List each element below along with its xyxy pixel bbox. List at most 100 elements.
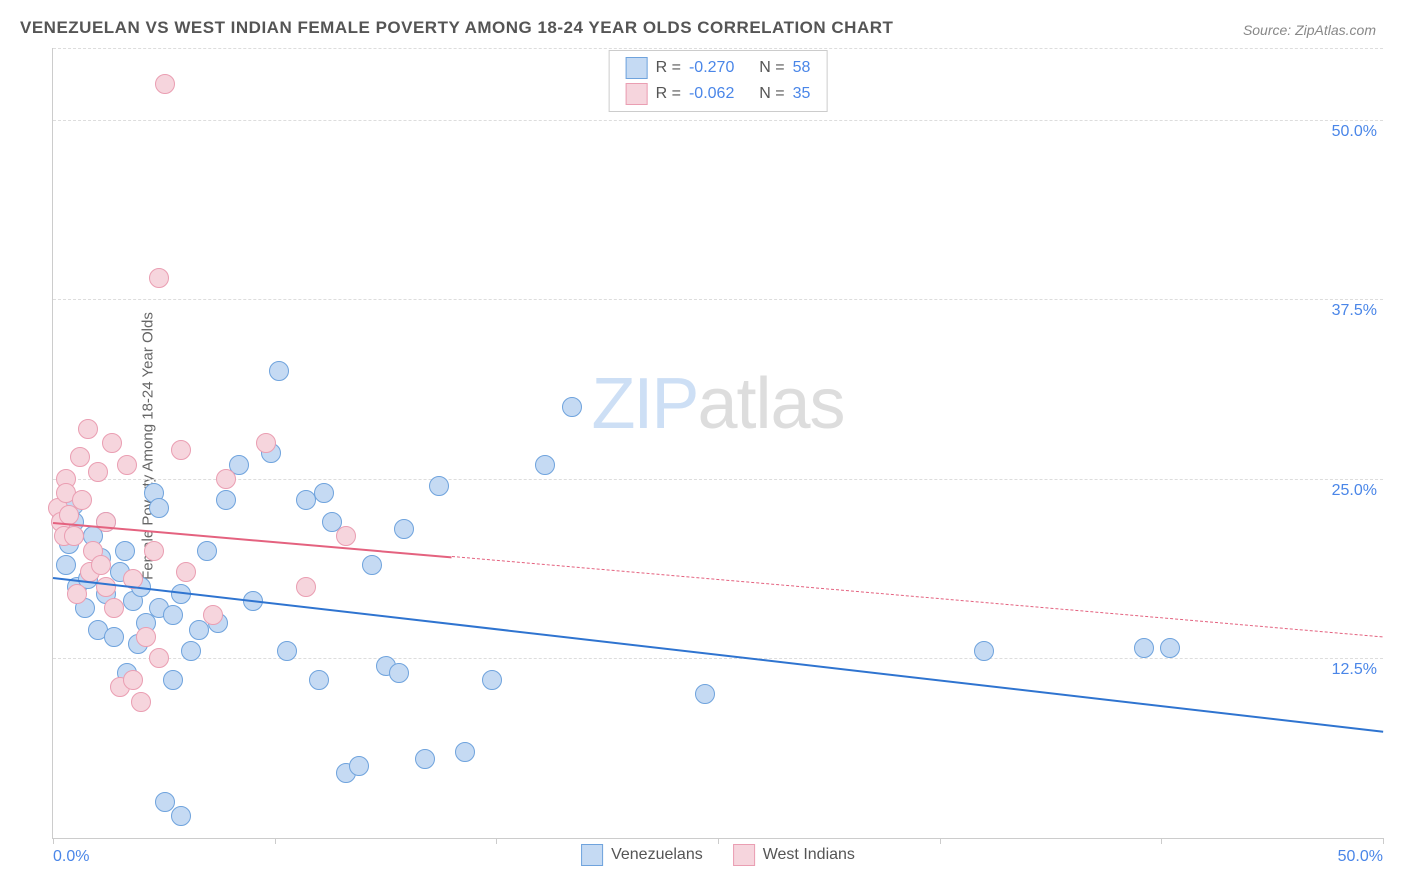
scatter-point (72, 490, 92, 510)
scatter-point (64, 526, 84, 546)
scatter-point (429, 476, 449, 496)
y-tick-label: 25.0% (1332, 482, 1377, 500)
scatter-point (149, 498, 169, 518)
scatter-point (256, 433, 276, 453)
stats-row: R = -0.062 N = 35 (626, 81, 811, 107)
watermark-atlas: atlas (697, 364, 844, 444)
stats-n-label: N = (759, 59, 784, 77)
scatter-point (482, 670, 502, 690)
stats-row: R = -0.270 N = 58 (626, 55, 811, 81)
stats-r-label: R = (656, 85, 681, 103)
scatter-point (96, 577, 116, 597)
legend-label: Venezuelans (611, 846, 703, 864)
scatter-point (309, 670, 329, 690)
swatch-icon (626, 57, 648, 79)
scatter-point (197, 541, 217, 561)
watermark: ZIPatlas (591, 363, 844, 445)
x-tick-mark (940, 838, 941, 844)
x-tick-label: 50.0% (1338, 848, 1383, 866)
scatter-point (88, 462, 108, 482)
scatter-point (181, 641, 201, 661)
scatter-point (974, 641, 994, 661)
swatch-icon (581, 844, 603, 866)
stats-legend-box: R = -0.270 N = 58 R = -0.062 N = 35 (609, 50, 828, 112)
scatter-point (102, 433, 122, 453)
scatter-point (314, 483, 334, 503)
legend-item: Venezuelans (581, 844, 703, 866)
scatter-point (362, 555, 382, 575)
scatter-point (56, 555, 76, 575)
scatter-point (104, 598, 124, 618)
scatter-point (1134, 638, 1154, 658)
scatter-point (67, 584, 87, 604)
scatter-point (415, 749, 435, 769)
scatter-point (535, 455, 555, 475)
scatter-point (149, 268, 169, 288)
x-tick-mark (1161, 838, 1162, 844)
x-tick-mark (496, 838, 497, 844)
scatter-point (115, 541, 135, 561)
scatter-point (171, 440, 191, 460)
gridline (53, 48, 1383, 49)
swatch-icon (626, 83, 648, 105)
scatter-point (216, 490, 236, 510)
scatter-point (277, 641, 297, 661)
x-tick-mark (275, 838, 276, 844)
scatter-point (144, 541, 164, 561)
plot-area: ZIPatlas R = -0.270 N = 58 R = -0.062 N … (52, 48, 1383, 839)
chart-title: VENEZUELAN VS WEST INDIAN FEMALE POVERTY… (20, 18, 893, 38)
scatter-point (104, 627, 124, 647)
trend-line (53, 522, 452, 558)
scatter-point (296, 490, 316, 510)
gridline (53, 658, 1383, 659)
stats-r-value: -0.270 (689, 59, 734, 77)
scatter-point (203, 605, 223, 625)
swatch-icon (733, 844, 755, 866)
gridline (53, 479, 1383, 480)
source-label: Source: ZipAtlas.com (1243, 22, 1376, 38)
x-tick-mark (718, 838, 719, 844)
bottom-legend: Venezuelans West Indians (581, 844, 855, 866)
x-tick-label: 0.0% (53, 848, 89, 866)
x-tick-mark (53, 838, 54, 844)
y-tick-label: 37.5% (1332, 302, 1377, 320)
scatter-point (155, 74, 175, 94)
gridline (53, 120, 1383, 121)
scatter-point (117, 455, 137, 475)
scatter-point (136, 627, 156, 647)
stats-n-value: 58 (793, 59, 811, 77)
scatter-point (394, 519, 414, 539)
gridline (53, 299, 1383, 300)
scatter-point (123, 670, 143, 690)
x-tick-mark (1383, 838, 1384, 844)
scatter-point (336, 526, 356, 546)
scatter-point (176, 562, 196, 582)
scatter-point (91, 555, 111, 575)
trend-line (452, 556, 1383, 637)
scatter-point (455, 742, 475, 762)
scatter-point (695, 684, 715, 704)
scatter-point (149, 648, 169, 668)
scatter-point (163, 605, 183, 625)
stats-n-label: N = (759, 85, 784, 103)
scatter-point (562, 397, 582, 417)
scatter-point (131, 692, 151, 712)
scatter-point (216, 469, 236, 489)
stats-n-value: 35 (793, 85, 811, 103)
scatter-point (1160, 638, 1180, 658)
scatter-point (269, 361, 289, 381)
scatter-point (389, 663, 409, 683)
scatter-point (155, 792, 175, 812)
watermark-zip: ZIP (591, 364, 697, 444)
y-tick-label: 50.0% (1332, 123, 1377, 141)
scatter-point (171, 806, 191, 826)
legend-label: West Indians (763, 846, 855, 864)
stats-r-label: R = (656, 59, 681, 77)
scatter-point (78, 419, 98, 439)
scatter-point (296, 577, 316, 597)
stats-r-value: -0.062 (689, 85, 734, 103)
trend-line (53, 577, 1383, 733)
scatter-point (163, 670, 183, 690)
y-tick-label: 12.5% (1332, 661, 1377, 679)
legend-item: West Indians (733, 844, 855, 866)
